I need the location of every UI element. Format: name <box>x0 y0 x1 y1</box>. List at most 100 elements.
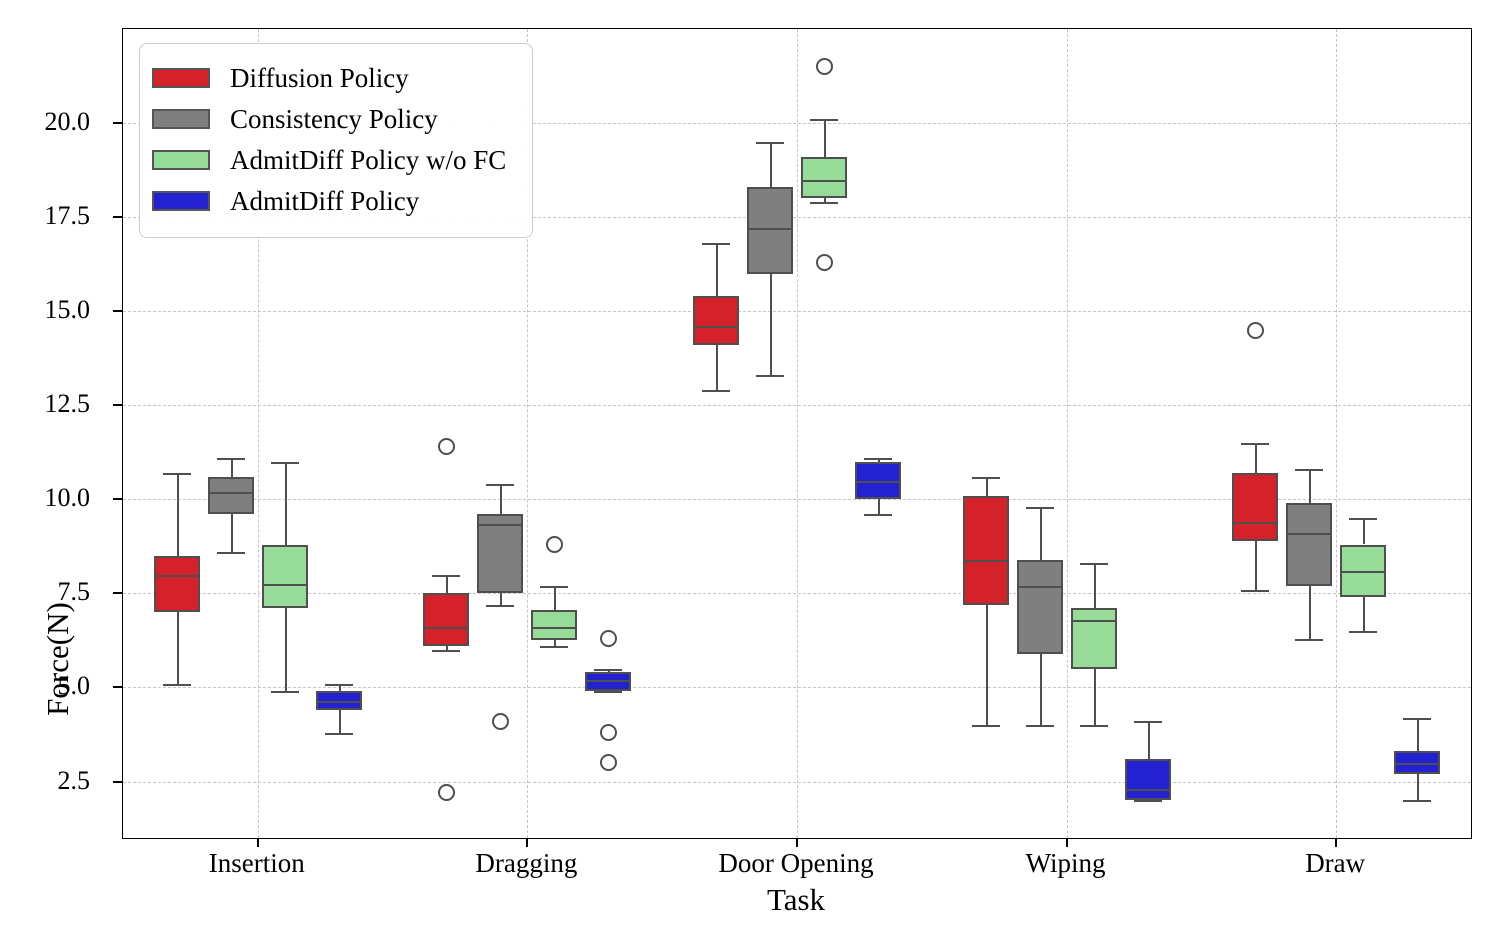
whisker-lower <box>1039 653 1042 726</box>
box-door-opening-admitdiff-policy-w-o-fc <box>801 156 847 199</box>
whisker-cap-lower <box>1295 638 1324 641</box>
whisker-cap-lower <box>162 683 191 686</box>
box-dragging-consistency-policy <box>477 514 524 594</box>
box-dragging-admitdiff-policy-w-o-fc <box>531 610 578 641</box>
median-line <box>1234 521 1277 524</box>
whisker-cap-upper <box>864 457 892 460</box>
whisker-cap-upper <box>702 243 730 246</box>
whisker-cap-lower <box>864 514 892 517</box>
outlier-point <box>437 438 455 456</box>
legend-swatch-consistency-policy <box>152 109 210 129</box>
box-dragging-diffusion-policy <box>423 593 470 647</box>
median-line <box>425 627 468 630</box>
whisker-lower <box>1255 540 1258 590</box>
legend-swatch-diffusion-policy <box>152 68 210 88</box>
whisker-cap-lower <box>432 649 461 652</box>
gridline-v-wiping <box>1066 29 1068 838</box>
whisker-lower <box>230 514 233 553</box>
y-tick-mark <box>113 122 122 125</box>
y-tick-label: 12.5 <box>44 389 91 419</box>
box-wiping-admitdiff-policy-w-o-fc <box>1070 608 1117 669</box>
whisker-lower <box>1363 597 1366 632</box>
median-line <box>695 326 737 329</box>
whisker-lower <box>1093 668 1096 726</box>
median-line <box>479 523 522 526</box>
whisker-lower <box>985 604 988 726</box>
outlier-point <box>545 536 563 553</box>
whisker-cap-upper <box>594 668 623 671</box>
whisker-upper <box>1363 518 1366 545</box>
whisker-upper <box>716 243 718 297</box>
legend-item-diffusion-policy: Diffusion Policy <box>152 61 506 95</box>
median-line <box>209 491 252 494</box>
whisker-lower <box>1309 585 1312 639</box>
whisker-cap-upper <box>1025 506 1054 509</box>
whisker-cap-lower <box>540 646 569 649</box>
whisker-lower <box>824 198 826 203</box>
outlier-point <box>815 58 833 76</box>
whisker-upper <box>1255 442 1258 473</box>
whisker-upper <box>338 683 341 692</box>
gridline-v-insertion <box>257 29 259 838</box>
y-tick-mark <box>113 592 122 595</box>
whisker-cap-upper <box>1295 469 1324 472</box>
outlier-point <box>815 253 833 271</box>
gridline-v-draw <box>1336 29 1338 838</box>
x-tick-mark <box>526 838 529 847</box>
whisker-upper <box>230 457 233 477</box>
whisker-lower <box>284 608 287 692</box>
box-insertion-admitdiff-policy-w-o-fc <box>261 544 308 609</box>
whisker-cap-upper <box>1079 563 1108 566</box>
y-tick-label: 15.0 <box>44 295 91 325</box>
y-tick-label: 17.5 <box>44 201 91 231</box>
box-wiping-consistency-policy <box>1016 559 1063 654</box>
whisker-lower <box>770 273 772 376</box>
median-line <box>1018 585 1061 588</box>
y-axis-title: Force(N) <box>40 602 75 716</box>
whisker-cap-upper <box>1403 717 1432 720</box>
whisker-cap-upper <box>1133 721 1162 724</box>
box-insertion-diffusion-policy <box>153 555 200 613</box>
whisker-cap-upper <box>1241 442 1270 445</box>
x-tick-label-draw: Draw <box>1305 848 1366 878</box>
outlier-point <box>491 712 509 730</box>
y-tick-label: 10.0 <box>44 483 91 513</box>
whisker-cap-upper <box>756 141 784 144</box>
median-line <box>155 574 198 577</box>
whisker-lower <box>176 612 179 684</box>
y-tick-mark <box>113 686 122 689</box>
whisker-lower <box>500 593 503 605</box>
whisker-upper <box>1147 721 1150 759</box>
whisker-cap-upper <box>270 461 299 464</box>
gridline-v-dragging <box>527 29 529 838</box>
box-draw-diffusion-policy <box>1232 473 1279 541</box>
x-tick-mark <box>1335 838 1338 847</box>
whisker-cap-upper <box>971 476 1000 479</box>
outlier-point <box>599 630 617 648</box>
whisker-cap-lower <box>1025 725 1054 728</box>
x-tick-label-wiping: Wiping <box>1025 848 1106 878</box>
whisker-cap-lower <box>270 691 299 694</box>
outlier-point <box>1246 321 1264 339</box>
whisker-cap-lower <box>324 732 353 735</box>
whisker-cap-lower <box>1079 725 1108 728</box>
whisker-cap-upper <box>216 457 245 460</box>
legend-item-consistency-policy: Consistency Policy <box>152 102 506 136</box>
box-wiping-diffusion-policy <box>962 495 1009 605</box>
whisker-lower <box>1417 774 1420 801</box>
whisker-cap-upper <box>432 574 461 577</box>
whisker-cap-upper <box>1349 518 1378 521</box>
whisker-lower <box>338 710 341 733</box>
x-tick-label-insertion: Insertion <box>208 848 305 878</box>
median-line <box>1288 533 1331 536</box>
whisker-cap-lower <box>756 375 784 378</box>
outlier-point <box>599 724 617 742</box>
whisker-cap-lower <box>702 390 730 393</box>
median-line <box>1396 762 1439 765</box>
median-line <box>1072 619 1115 622</box>
gridline-v-door-opening <box>797 29 798 838</box>
median-line <box>263 584 306 586</box>
whisker-cap-lower <box>1349 631 1378 634</box>
whisker-cap-upper <box>162 473 191 475</box>
whisker-lower <box>446 646 449 650</box>
